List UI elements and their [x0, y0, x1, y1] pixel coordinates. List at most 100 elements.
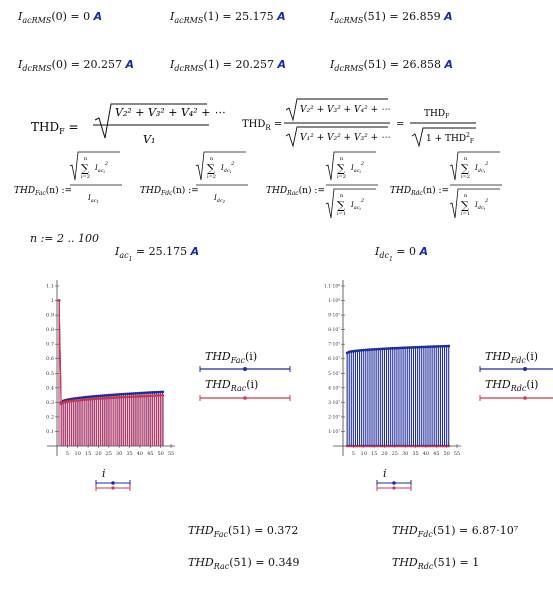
data-point — [345, 351, 349, 355]
function-name: THDRdc(n) := — [390, 185, 449, 197]
sum-upper: n — [210, 156, 214, 162]
thdf-numerator: V₂² + V₃² + V₄² + ⋯ — [115, 106, 225, 119]
data-point — [383, 347, 386, 351]
data-point — [395, 444, 399, 448]
data-point — [364, 348, 368, 352]
data-point — [68, 397, 71, 401]
data-point — [410, 346, 413, 349]
data-point — [407, 346, 411, 349]
current-term: Idci2 — [474, 161, 488, 174]
data-point — [389, 444, 393, 448]
data-point — [72, 397, 75, 401]
sum-upper: n — [464, 156, 468, 162]
data-point — [447, 444, 451, 448]
x-tick-label: 25 — [392, 451, 398, 457]
data-point — [144, 391, 148, 395]
data-point — [362, 444, 366, 448]
data-point — [119, 392, 123, 396]
x-tick-label: 35 — [126, 451, 132, 457]
series-line — [58, 300, 163, 405]
data-point — [432, 345, 436, 348]
left-chart-header: Iac1 = 25.175 A — [115, 245, 200, 263]
data-point — [447, 344, 451, 348]
x-tick-label: 10 — [361, 451, 367, 457]
x-tick-label: 40 — [137, 451, 143, 457]
data-point — [155, 390, 158, 394]
data-point — [424, 444, 428, 448]
y-tick-label: 1·10⁷ — [328, 429, 340, 435]
data-point — [441, 444, 444, 448]
x-tick-label: 5 — [66, 451, 69, 457]
thdr-alt-numerator: THDF — [424, 109, 449, 120]
sum-lower: i=2 — [81, 174, 90, 180]
data-point — [146, 391, 150, 395]
data-point — [376, 347, 380, 351]
data-point — [80, 396, 84, 400]
data-point — [128, 392, 131, 396]
data-point — [354, 349, 357, 353]
y-tick-label: 0.9 — [46, 313, 54, 319]
x-tick-label: 5 — [352, 451, 355, 457]
data-point — [101, 394, 104, 398]
data-point — [358, 444, 361, 448]
y-tick-label: 2·10⁷ — [328, 414, 340, 420]
result-thd-fdc-51: THDFdc(51) = 6.87·10⁷ — [392, 524, 519, 539]
idcrms-0-eq: IdcRMS(0) = 20.257 A — [18, 58, 134, 73]
y-tick-label: 6·10⁷ — [328, 356, 340, 362]
y-tick-label: 9·10⁷ — [328, 313, 340, 319]
idcrms-51-eq: IdcRMS(51) = 26.858 A — [330, 58, 453, 73]
sum-sign: ∑ — [461, 162, 469, 175]
series-overlap — [61, 395, 164, 446]
data-point — [441, 344, 444, 348]
data-point — [130, 392, 134, 396]
thdf-denominator: V₁ — [143, 133, 155, 146]
y-tick-label: 0.3 — [46, 400, 54, 406]
data-point — [387, 347, 390, 350]
sqrt-sign — [325, 151, 376, 181]
right-x-axis-marker — [376, 480, 412, 491]
data-point — [347, 350, 351, 354]
data-point — [374, 347, 378, 351]
left-x-axis-marker — [95, 480, 131, 491]
data-point — [430, 444, 434, 448]
data-point — [434, 345, 438, 348]
data-point — [391, 444, 395, 448]
series-line — [58, 300, 163, 404]
thdr-alt-denominator: 1 + THD2F — [426, 132, 474, 145]
data-point — [380, 444, 384, 448]
left-x-axis-variable: i — [102, 467, 106, 480]
current-term: Iaci2 — [350, 198, 364, 211]
y-tick-label: 8·10⁷ — [328, 327, 340, 333]
x-tick-label: 25 — [106, 451, 112, 457]
thdr-denominator: V₁² + V₂² + V₃² + ⋯ — [300, 133, 390, 143]
data-point — [360, 444, 364, 448]
data-point — [362, 348, 366, 352]
data-point — [126, 392, 129, 396]
data-point — [434, 444, 438, 448]
data-point — [374, 444, 378, 448]
result-thd-fac-51: THDFac(51) = 0.372 — [188, 524, 299, 539]
data-point — [366, 348, 370, 352]
data-point — [347, 444, 351, 448]
thdf-lhs: THDF = — [31, 120, 79, 136]
left-thd-chart: 0.1 0.2 0.3 0.4 0.5 0.6 0.7 0.8 0.9 1 1.1 5 10 15 20 25… — [46, 280, 175, 457]
result-thd-rdc-51: THDRdc(51) = 1 — [392, 556, 480, 571]
data-point — [124, 392, 127, 396]
data-point — [111, 393, 115, 397]
x-tick-label: 50 — [157, 451, 163, 457]
data-point — [153, 390, 156, 394]
y-tick-label: 0.8 — [46, 327, 54, 333]
sum-upper: n — [464, 193, 468, 199]
data-point — [405, 346, 409, 350]
result-thd-rac-51: THDRac(51) = 0.349 — [188, 556, 300, 571]
data-point — [445, 344, 449, 348]
right-x-axis-variable: i — [383, 467, 387, 480]
data-point — [99, 394, 102, 398]
sum-sign: ∑ — [81, 162, 89, 175]
x-tick-label: 55 — [454, 451, 460, 457]
x-tick-label: 45 — [433, 451, 439, 457]
x-tick-label: 15 — [85, 451, 91, 457]
data-point — [159, 390, 163, 394]
